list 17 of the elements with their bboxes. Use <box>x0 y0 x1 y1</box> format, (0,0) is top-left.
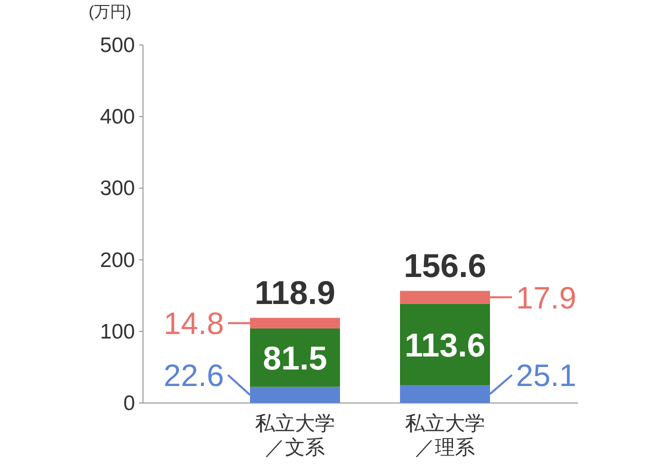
data-label: 17.9 <box>516 280 576 316</box>
y-tick-label: 100 <box>100 320 135 344</box>
data-label: 113.6 <box>404 326 486 364</box>
y-axis-title: (万円) <box>88 4 132 21</box>
data-label: 14.8 <box>164 306 224 342</box>
y-tick-label: 300 <box>100 177 135 200</box>
y-tick-label: 400 <box>100 106 135 129</box>
data-label: 22.6 <box>164 358 224 393</box>
y-tick-label: 500 <box>100 34 135 57</box>
total-label: 118.9 <box>254 274 336 311</box>
x-tick-label: 私立大学／文系 <box>255 413 335 459</box>
x-tick-label: 私立大学／理系 <box>405 413 485 459</box>
y-tick-label: 200 <box>100 248 135 272</box>
data-label: 81.5 <box>262 340 328 377</box>
data-label: 25.1 <box>516 358 576 393</box>
total-label: 156.6 <box>404 246 486 284</box>
y-tick-label: 0 <box>123 392 135 415</box>
